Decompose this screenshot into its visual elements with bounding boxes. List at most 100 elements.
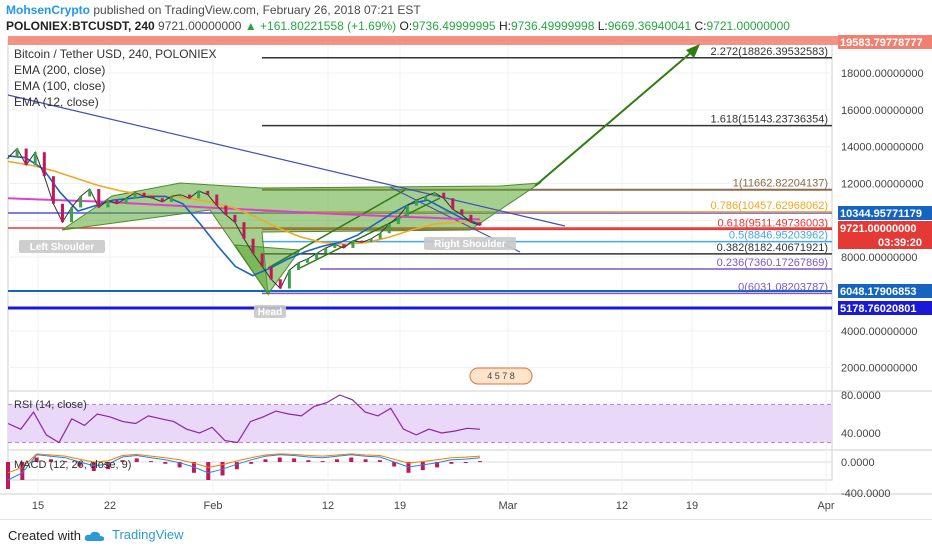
macd-bar xyxy=(306,460,311,462)
candle xyxy=(351,240,355,248)
open-label: O: xyxy=(399,19,413,33)
candle xyxy=(97,189,101,208)
macd-bar xyxy=(34,457,39,462)
tradingview-cloud-icon xyxy=(84,531,105,541)
fib-level-label: 2.272(18826.39532583) xyxy=(711,46,828,58)
y-tick-label: 14000.00000000 xyxy=(841,142,924,154)
target-arrow xyxy=(534,49,695,187)
pattern-label-bg xyxy=(19,240,105,253)
candle xyxy=(70,207,74,223)
price-badge-text: 5178.76020801 xyxy=(840,303,916,315)
last-price: 9721.00000000 xyxy=(158,19,242,33)
candle xyxy=(24,148,28,166)
channel-line xyxy=(299,197,441,269)
y-tick-label: 2000.00000000 xyxy=(841,363,917,375)
rsi-title: RSI (14, close) xyxy=(14,399,87,411)
candle xyxy=(106,200,110,208)
macd-bar xyxy=(263,459,268,462)
candle xyxy=(306,259,310,263)
tradingview-brand[interactable]: TradingView xyxy=(112,527,184,542)
macd-bar xyxy=(334,459,339,462)
candle xyxy=(15,148,19,158)
ema12-line xyxy=(7,155,481,277)
high-label: H: xyxy=(498,19,511,33)
candle xyxy=(342,244,346,248)
macd-bar xyxy=(177,462,182,468)
x-tick-label: 19 xyxy=(394,500,406,512)
macd-bar xyxy=(63,461,68,463)
candle xyxy=(169,196,173,202)
candle xyxy=(369,238,373,243)
macd-bar xyxy=(277,457,282,462)
price-badge xyxy=(838,221,932,235)
candle xyxy=(124,198,128,204)
y-tick-label: 16000.00000000 xyxy=(841,105,924,117)
macd-bar xyxy=(420,462,425,471)
fib-level-label: 0.382(8182.40671921) xyxy=(717,242,828,254)
price-badge-text: 9721.00000000 xyxy=(840,223,916,235)
macd-line xyxy=(7,454,481,481)
legend-ema100: EMA (100, close) xyxy=(14,79,106,93)
candle xyxy=(151,196,155,199)
candle xyxy=(414,200,418,206)
legend-title: Bitcoin / Tether USD, 240, POLONIEX xyxy=(14,47,217,61)
candle xyxy=(178,194,182,197)
candle xyxy=(451,198,455,210)
candle xyxy=(405,205,409,217)
chart-header: MohsenCrypto published on TradingView.co… xyxy=(0,0,932,40)
candle xyxy=(224,205,228,215)
macd-bar xyxy=(91,462,96,471)
candle xyxy=(378,233,382,239)
close-label: C: xyxy=(694,19,707,33)
candle xyxy=(6,157,10,159)
ema200-line xyxy=(7,197,481,221)
x-tick-label: 12 xyxy=(322,500,334,512)
macd-bar xyxy=(478,461,482,463)
created-with-text: Created with xyxy=(8,528,81,543)
price-badge xyxy=(838,284,932,298)
symbol-label: POLONIEX:BTCUSDT, 240 xyxy=(6,19,155,33)
candle xyxy=(42,152,46,177)
x-tick-label: 15 xyxy=(32,500,44,512)
candle xyxy=(324,247,328,254)
macd-bar xyxy=(435,462,440,468)
candle xyxy=(251,238,255,254)
price-line-series xyxy=(7,147,481,290)
price-badge xyxy=(838,206,932,220)
x-tick-label: 19 xyxy=(686,500,698,512)
ohlc-line: POLONIEX:BTCUSDT, 240 9721.00000000 ▲ +1… xyxy=(6,19,790,33)
candle xyxy=(478,222,482,226)
event-badge xyxy=(469,367,533,385)
y-tick-label: 12000.00000000 xyxy=(841,179,924,191)
rsi-line xyxy=(7,394,481,444)
legend-ema200: EMA (200, close) xyxy=(14,63,106,77)
macd-bar xyxy=(363,459,368,462)
author-link[interactable]: MohsenCrypto xyxy=(6,3,90,17)
macd-signal-line xyxy=(7,453,481,474)
candle xyxy=(287,270,291,289)
fib-level-label: 0.236(7360.17267869) xyxy=(717,257,828,269)
price-badge xyxy=(838,301,932,315)
x-tick-label: Mar xyxy=(499,500,518,512)
candle xyxy=(242,222,246,239)
footer: Created with TradingView xyxy=(0,519,932,551)
macd-title: MACD (12, 26, close, 9) xyxy=(14,459,131,471)
candle xyxy=(133,192,137,199)
candle xyxy=(51,176,55,204)
price-badge-text: 03:39:20 xyxy=(878,237,922,249)
rsi-y-tick: 80.0000 xyxy=(841,390,881,402)
price-badge-text: 10344.95771179 xyxy=(840,208,922,220)
macd-bar xyxy=(249,462,254,464)
macd-bar xyxy=(149,461,154,463)
candle xyxy=(188,194,192,199)
macd-bar xyxy=(48,459,53,462)
candle xyxy=(142,192,146,197)
candle xyxy=(33,152,37,166)
top-price-band xyxy=(8,36,932,45)
up-triangle-icon: ▲ xyxy=(244,19,257,33)
candle xyxy=(88,189,92,197)
macd-bar xyxy=(106,462,111,470)
macd-y-tick: 0.0000 xyxy=(841,457,875,469)
pattern-label: Head xyxy=(258,307,282,318)
